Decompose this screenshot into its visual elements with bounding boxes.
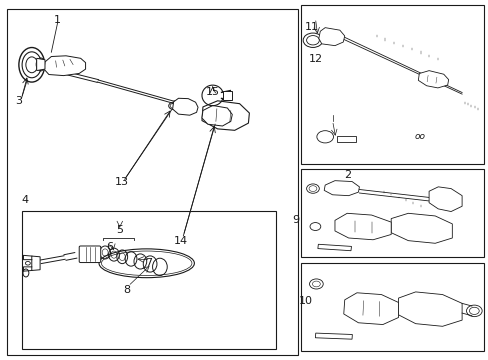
Text: 10: 10 — [298, 296, 312, 306]
Polygon shape — [202, 105, 232, 126]
Text: oo: oo — [414, 132, 425, 141]
Bar — [337, 136, 355, 142]
Bar — [300, 5, 483, 164]
Polygon shape — [398, 292, 461, 326]
Text: 12: 12 — [308, 54, 322, 64]
Bar — [22, 211, 276, 349]
Text: 15: 15 — [205, 87, 219, 97]
Polygon shape — [417, 71, 447, 88]
Text: 4: 4 — [22, 195, 29, 205]
Polygon shape — [44, 56, 85, 76]
Text: 3: 3 — [15, 96, 22, 106]
Polygon shape — [428, 187, 461, 212]
Text: 7: 7 — [145, 258, 152, 268]
Polygon shape — [390, 213, 451, 243]
Polygon shape — [37, 58, 45, 71]
Bar — [223, 91, 232, 100]
Text: 8: 8 — [123, 285, 130, 295]
Bar — [315, 333, 352, 339]
Text: 1: 1 — [54, 15, 61, 25]
Text: 13: 13 — [115, 177, 129, 187]
Polygon shape — [324, 181, 359, 196]
Polygon shape — [343, 293, 398, 325]
Text: 6: 6 — [106, 242, 113, 252]
Text: 11: 11 — [305, 22, 318, 32]
Bar — [7, 9, 298, 355]
FancyBboxPatch shape — [79, 246, 101, 262]
Polygon shape — [172, 98, 198, 115]
Polygon shape — [202, 101, 249, 130]
Text: 14: 14 — [174, 236, 187, 246]
Polygon shape — [334, 213, 390, 240]
Text: 5: 5 — [116, 225, 123, 235]
Bar — [300, 263, 483, 351]
Text: 2: 2 — [343, 170, 350, 180]
Bar — [317, 244, 351, 251]
Bar — [300, 169, 483, 257]
Polygon shape — [32, 256, 40, 270]
Text: 9: 9 — [291, 215, 298, 225]
Polygon shape — [318, 28, 344, 46]
